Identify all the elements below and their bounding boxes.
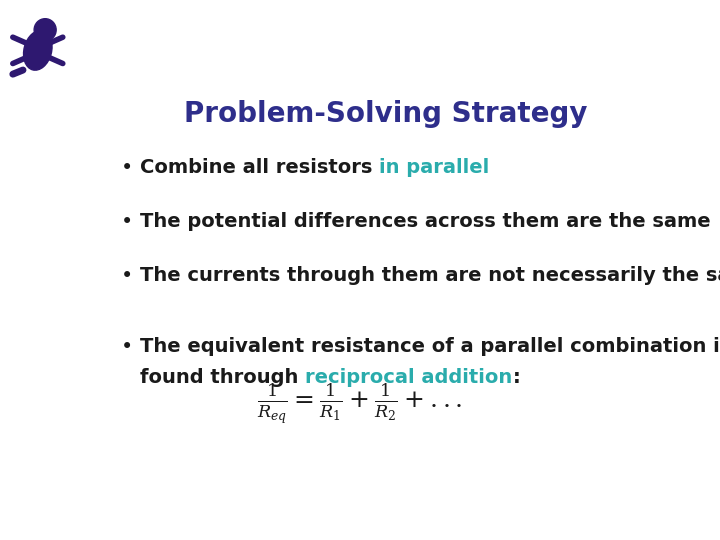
Circle shape <box>34 19 56 41</box>
Text: Combine all resistors: Combine all resistors <box>140 158 379 177</box>
FancyArrowPatch shape <box>13 58 26 64</box>
Text: •: • <box>121 158 133 178</box>
Text: found through: found through <box>140 368 305 387</box>
Text: The currents through them are not necessarily the same: The currents through them are not necess… <box>140 266 720 286</box>
Text: The equivalent resistance of a parallel combination is: The equivalent resistance of a parallel … <box>140 337 720 356</box>
Text: :: : <box>513 368 521 387</box>
Text: The potential differences across them are the same: The potential differences across them ar… <box>140 212 711 232</box>
Text: •: • <box>121 337 133 357</box>
FancyArrowPatch shape <box>50 37 63 43</box>
Text: in parallel: in parallel <box>379 158 490 177</box>
FancyArrowPatch shape <box>13 37 26 43</box>
Text: •: • <box>121 266 133 286</box>
Ellipse shape <box>24 31 52 70</box>
Text: •: • <box>121 212 133 232</box>
FancyArrowPatch shape <box>50 58 63 64</box>
Text: reciprocal addition: reciprocal addition <box>305 368 513 387</box>
FancyArrowPatch shape <box>13 70 23 74</box>
Text: $\frac{1}{R_{eq}} = \frac{1}{R_1} + \frac{1}{R_2} + ...$: $\frac{1}{R_{eq}} = \frac{1}{R_1} + \fra… <box>258 382 463 427</box>
Text: Problem-Solving Strategy: Problem-Solving Strategy <box>184 100 588 128</box>
